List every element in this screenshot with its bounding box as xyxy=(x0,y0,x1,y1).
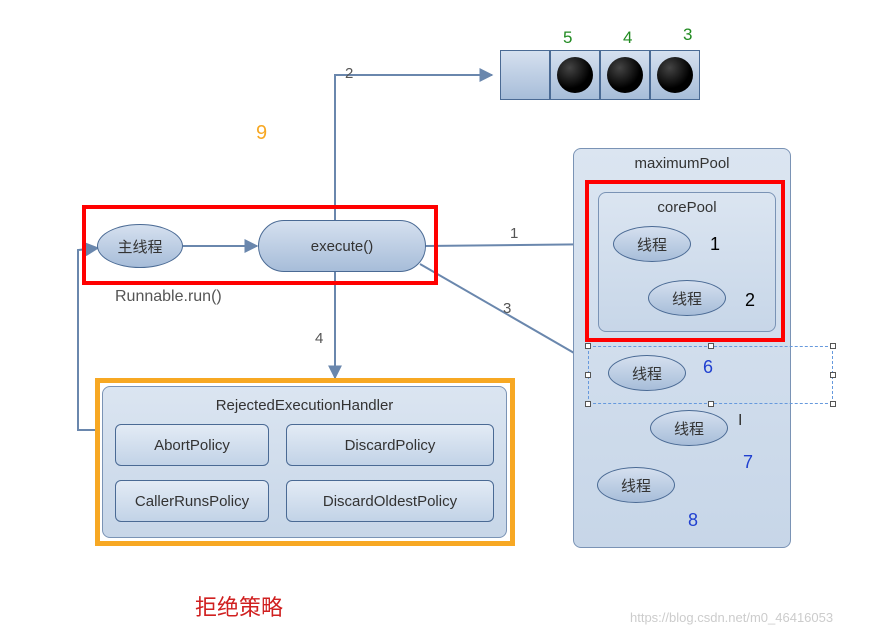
edge-label-1: 1 xyxy=(510,225,518,242)
core-thread-2: 线程 xyxy=(648,280,726,316)
edge-label-2: 2 xyxy=(345,65,353,82)
policy-abort: AbortPolicy xyxy=(115,424,269,466)
anno-core2: 2 xyxy=(745,290,755,311)
watermark: https://blog.csdn.net/m0_46416053 xyxy=(630,610,833,625)
edge-label-4: 4 xyxy=(315,330,323,347)
policy-callerruns-label: CallerRunsPolicy xyxy=(135,493,249,510)
anno-queue-4: 4 xyxy=(623,28,632,48)
task-ball xyxy=(607,57,643,93)
policy-discard-label: DiscardPolicy xyxy=(345,437,436,454)
queue-cell xyxy=(600,50,650,100)
queue-cell-empty xyxy=(500,50,550,100)
anno-seven: 7 xyxy=(743,452,753,473)
anno-six: 6 xyxy=(703,357,713,378)
core-thread-1-label: 线程 xyxy=(637,234,667,255)
panel-rejected-title: RejectedExecutionHandler xyxy=(103,387,506,414)
anno-core1: 1 xyxy=(710,234,720,255)
policy-discardoldest-label: DiscardOldestPolicy xyxy=(323,493,457,510)
anno-reject-label: 拒绝策略 xyxy=(195,590,283,622)
policy-discard: DiscardPolicy xyxy=(286,424,494,466)
extra-thread-6: 线程 xyxy=(608,355,686,391)
task-ball xyxy=(557,57,593,93)
policy-abort-label: AbortPolicy xyxy=(154,437,230,454)
task-ball xyxy=(657,57,693,93)
anno-nine: 9 xyxy=(256,122,267,145)
queue-cell xyxy=(550,50,600,100)
node-execute: execute() xyxy=(258,220,426,272)
policy-discardoldest: DiscardOldestPolicy xyxy=(286,480,494,522)
extra-thread-6-label: 线程 xyxy=(632,363,662,384)
caption-runnable: Runnable.run() xyxy=(115,288,222,306)
extra-thread-7-label: 线程 xyxy=(674,418,704,439)
panel-maxpool-title: maximumPool xyxy=(574,149,790,172)
extra-thread-8: 线程 xyxy=(597,467,675,503)
policy-callerruns: CallerRunsPolicy xyxy=(115,480,269,522)
extra-thread-7: 线程 xyxy=(650,410,728,446)
node-execute-label: execute() xyxy=(311,238,374,255)
anno-queue-3: 3 xyxy=(683,25,692,45)
core-thread-1: 线程 xyxy=(613,226,691,262)
core-thread-2-label: 线程 xyxy=(672,288,702,309)
anno-queue-5: 5 xyxy=(563,28,572,48)
node-main-thread: 主线程 xyxy=(97,224,183,268)
node-main-thread-label: 主线程 xyxy=(117,236,162,257)
queue-cell xyxy=(650,50,700,100)
panel-corepool-title: corePool xyxy=(599,193,775,216)
task-queue xyxy=(500,50,700,100)
text-cursor-icon: I xyxy=(738,412,742,430)
extra-thread-8-label: 线程 xyxy=(621,475,651,496)
edge-label-3: 3 xyxy=(503,300,511,317)
anno-eight: 8 xyxy=(688,510,698,531)
